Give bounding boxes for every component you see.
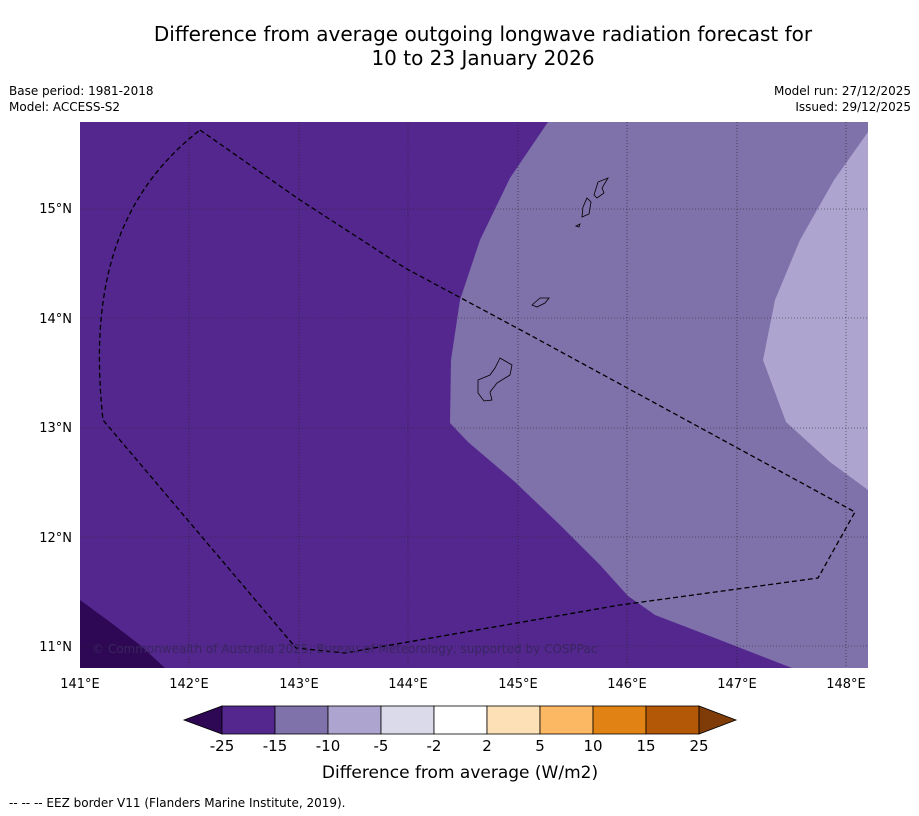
colorbar-tick-label: -5 [374, 737, 389, 755]
colorbar [182, 705, 738, 735]
colorbar-tick-label: 10 [583, 737, 602, 755]
colorbar-segment [221, 705, 276, 735]
lon-tick-147: 147°E [717, 677, 757, 692]
issued-date: Issued: 29/12/2025 [795, 100, 911, 114]
islands [477, 177, 609, 402]
colorbar-segment [380, 705, 435, 735]
anomaly-band-minus25 [80, 600, 165, 668]
lon-tick-144: 144°E [388, 677, 428, 692]
lat-tick-14: 14°N [39, 312, 72, 327]
meta-right: Model run: 27/12/2025 Issued: 29/12/2025 [774, 83, 911, 115]
colorbar-segment [274, 705, 329, 735]
colorbar-extend-high [698, 705, 738, 735]
colorbar-segment [645, 705, 700, 735]
colorbar-segment [433, 705, 488, 735]
tinian-island [581, 197, 592, 218]
colorbar-tick-label: 15 [636, 737, 655, 755]
colorbar-tick-label: -10 [316, 737, 341, 755]
colorbar-extend-low [182, 705, 223, 735]
colorbar-ticks: -25 -15 -10 -5 -2 2 5 10 15 25 [210, 737, 709, 755]
chart-title: Difference from average outgoing longwav… [0, 22, 919, 70]
aguijan-islet [574, 223, 581, 228]
latitude-ticks: 11°N 12°N 13°N 14°N 15°N [39, 202, 72, 655]
anomaly-band-minus5 [763, 132, 868, 490]
model-run: Model run: 27/12/2025 [773, 84, 911, 98]
lat-tick-11: 11°N [39, 640, 72, 655]
lon-tick-145: 145°E [498, 677, 538, 692]
map-figure: © Commonwealth of Australia 2025, Bureau… [39, 122, 868, 783]
saipan-island [593, 177, 609, 199]
eez-border-line [98, 129, 856, 654]
title-line-2: 10 to 23 January 2026 [371, 46, 595, 70]
colorbar-tick-label: -25 [210, 737, 235, 755]
colorbar-tick-label: 2 [482, 737, 492, 755]
colorbar-segment [592, 705, 647, 735]
lon-tick-148: 148°E [826, 677, 866, 692]
lon-tick-142: 142°E [169, 677, 209, 692]
model-name: Model: ACCESS-S2 [9, 100, 121, 114]
rota-island [531, 297, 550, 308]
colorbar-label: Difference from average (W/m2) [322, 763, 598, 783]
lon-tick-143: 143°E [279, 677, 319, 692]
colorbar-tick-label: -2 [427, 737, 442, 755]
lat-tick-15: 15°N [39, 202, 72, 217]
colorbar-segment [486, 705, 541, 735]
colorbar-tick-label: -15 [263, 737, 288, 755]
lat-tick-13: 13°N [39, 421, 72, 436]
lon-tick-146: 146°E [607, 677, 647, 692]
base-period: Base period: 1981-2018 [9, 84, 154, 98]
colorbar-segment [539, 705, 594, 735]
lon-tick-141: 141°E [60, 677, 100, 692]
colorbar-segment [327, 705, 382, 735]
eez-footnote: -- -- -- EEZ border V11 (Flanders Marine… [9, 796, 346, 810]
guam-island [477, 357, 513, 402]
colorbar-tick-label: 5 [535, 737, 545, 755]
title-line-1: Difference from average outgoing longwav… [153, 22, 813, 46]
longitude-ticks: 141°E 142°E 143°E 144°E 145°E 146°E 147°… [60, 677, 866, 692]
lat-tick-12: 12°N [39, 531, 72, 546]
colorbar-tick-label: 25 [689, 737, 708, 755]
copyright-text: © Commonwealth of Australia 2025, Bureau… [92, 642, 597, 656]
map-area: © Commonwealth of Australia 2025, Bureau… [80, 122, 868, 668]
anomaly-band-minus10 [450, 122, 868, 668]
meta-left: Base period: 1981-2018 Model: ACCESS-S2 [9, 83, 154, 115]
gridlines [80, 122, 868, 668]
